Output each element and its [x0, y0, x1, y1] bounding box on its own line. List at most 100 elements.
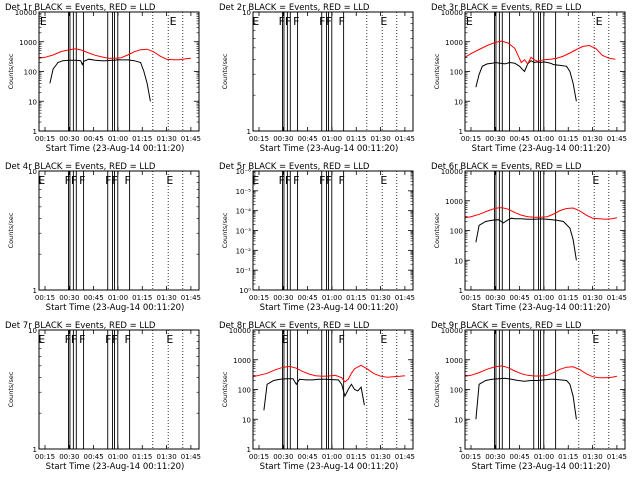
- x-tick-label: 01:45: [181, 135, 201, 143]
- marker-label: E: [40, 15, 47, 28]
- x-tick-label: 01:00: [534, 453, 554, 461]
- x-tick-label: 00:30: [485, 294, 505, 302]
- panel-det-1: Det 1r BLACK = Events, RED = LLD Counts/s…: [5, 3, 201, 154]
- x-tick-label: 00:15: [35, 453, 55, 461]
- y-tick-label: 1: [33, 287, 37, 295]
- events-series-line: [475, 60, 577, 102]
- y-axis-label: Counts/sec: [221, 212, 229, 248]
- x-tick-label: 00:45: [298, 135, 318, 143]
- x-tick-label: 00:30: [59, 294, 79, 302]
- x-tick-label: 01:15: [132, 294, 152, 302]
- x-tick-label: 01:30: [370, 294, 390, 302]
- x-tick-label: 01:45: [181, 453, 201, 461]
- marker-label: E: [252, 15, 259, 28]
- plot-frame: [252, 11, 414, 132]
- plot-frame: [464, 329, 626, 450]
- y-axis-label: Counts/sec: [433, 371, 441, 407]
- y-tick-label: 1: [247, 446, 251, 454]
- x-tick-label: 00:45: [84, 135, 104, 143]
- x-tick-label: 01:30: [156, 135, 176, 143]
- marker-label: FF: [105, 174, 118, 187]
- x-tick-label: 01:30: [156, 453, 176, 461]
- x-tick-label: 01:30: [370, 453, 390, 461]
- x-axis-label: Start Time (23-Aug-14 00:11:20): [472, 303, 611, 313]
- marker-label: E: [38, 174, 45, 187]
- x-tick-label: 00:15: [249, 294, 269, 302]
- marker-label: FF: [319, 174, 332, 187]
- plot-frame: [464, 170, 626, 291]
- events-series-line: [49, 58, 151, 102]
- x-tick-label: 00:30: [485, 453, 505, 461]
- x-tick-label: 01:00: [108, 294, 128, 302]
- x-axis-label: Start Time (23-Aug-14 00:11:20): [46, 144, 185, 154]
- y-tick-label: 10: [28, 168, 37, 176]
- panel-title: Det 1r BLACK = Events, RED = LLD: [5, 3, 156, 13]
- x-tick-label: 01:00: [108, 453, 128, 461]
- x-tick-label: 01:45: [607, 135, 627, 143]
- panel-det-5: Det 5r BLACK = Events, RED = LLD Counts/s…: [219, 162, 415, 313]
- marker-label: F: [339, 174, 345, 187]
- x-tick-label: 00:30: [273, 453, 293, 461]
- y-tick-label: 100: [450, 387, 463, 395]
- marker-label: E: [38, 333, 45, 346]
- panel-title: Det 2r BLACK = Events, RED = LLD: [219, 3, 370, 13]
- marker-label: FF: [65, 174, 78, 187]
- plot-frame: [252, 329, 414, 450]
- x-axis-label: Start Time (23-Aug-14 00:11:20): [260, 462, 399, 472]
- x-tick-label: 01:00: [322, 294, 342, 302]
- marker-label: E: [466, 15, 473, 28]
- events-series-line: [475, 217, 577, 261]
- panel-det-2: Det 2r BLACK = Events, RED = LLD Counts/s…: [219, 3, 415, 154]
- x-tick-label: 00:15: [461, 294, 481, 302]
- marker-label: F: [125, 174, 131, 187]
- y-tick-label: 10⁻²: [236, 247, 252, 255]
- x-tick-label: 01:00: [108, 135, 128, 143]
- lld-series-line: [464, 207, 618, 220]
- y-tick-label: 1: [33, 446, 37, 454]
- panel-title: Det 9r BLACK = Events, RED = LLD: [431, 321, 582, 331]
- marker-label: F: [79, 333, 85, 346]
- marker-label: F: [125, 333, 131, 346]
- plot-frame: [38, 329, 200, 450]
- y-tick-label: 1000: [445, 198, 463, 206]
- y-tick-label: 10: [454, 416, 463, 424]
- x-tick-label: 00:30: [273, 294, 293, 302]
- panel-title: Det 8r BLACK = Events, RED = LLD: [219, 321, 370, 331]
- x-tick-label: 01:00: [534, 294, 554, 302]
- x-tick-label: 01:00: [322, 135, 342, 143]
- marker-label: E: [170, 15, 177, 28]
- x-tick-label: 00:15: [461, 135, 481, 143]
- y-tick-label: 100: [24, 69, 37, 77]
- x-tick-label: 01:15: [346, 453, 366, 461]
- y-tick-label: 10⁰: [239, 287, 251, 295]
- x-tick-label: 00:30: [485, 135, 505, 143]
- x-tick-label: 01:45: [607, 453, 627, 461]
- x-tick-label: 00:45: [84, 294, 104, 302]
- x-tick-label: 00:15: [249, 453, 269, 461]
- y-axis-label: Counts/sec: [433, 212, 441, 248]
- y-tick-label: 1: [459, 128, 463, 136]
- y-tick-label: 1: [247, 128, 251, 136]
- x-tick-label: 00:30: [59, 135, 79, 143]
- y-tick-label: 10000: [441, 327, 463, 335]
- marker-label: E: [252, 174, 259, 187]
- y-tick-label: 10: [454, 257, 463, 265]
- x-axis-label: Start Time (23-Aug-14 00:11:20): [472, 144, 611, 154]
- y-tick-label: 1000: [19, 39, 37, 47]
- y-tick-label: 10: [28, 327, 37, 335]
- x-tick-label: 00:30: [59, 453, 79, 461]
- x-tick-label: 00:45: [84, 453, 104, 461]
- panel-title: Det 6r BLACK = Events, RED = LLD: [431, 162, 582, 172]
- x-tick-label: 01:00: [534, 135, 554, 143]
- marker-label: E: [281, 333, 288, 346]
- y-axis-label: Counts/sec: [7, 371, 15, 407]
- plot-frame: [252, 170, 414, 291]
- x-tick-label: 00:15: [35, 135, 55, 143]
- lld-series-line: [464, 365, 618, 379]
- x-axis-label: Start Time (23-Aug-14 00:11:20): [46, 303, 185, 313]
- y-tick-label: 10000: [15, 9, 37, 17]
- plot-frame: [38, 11, 200, 132]
- x-tick-label: 01:15: [132, 453, 152, 461]
